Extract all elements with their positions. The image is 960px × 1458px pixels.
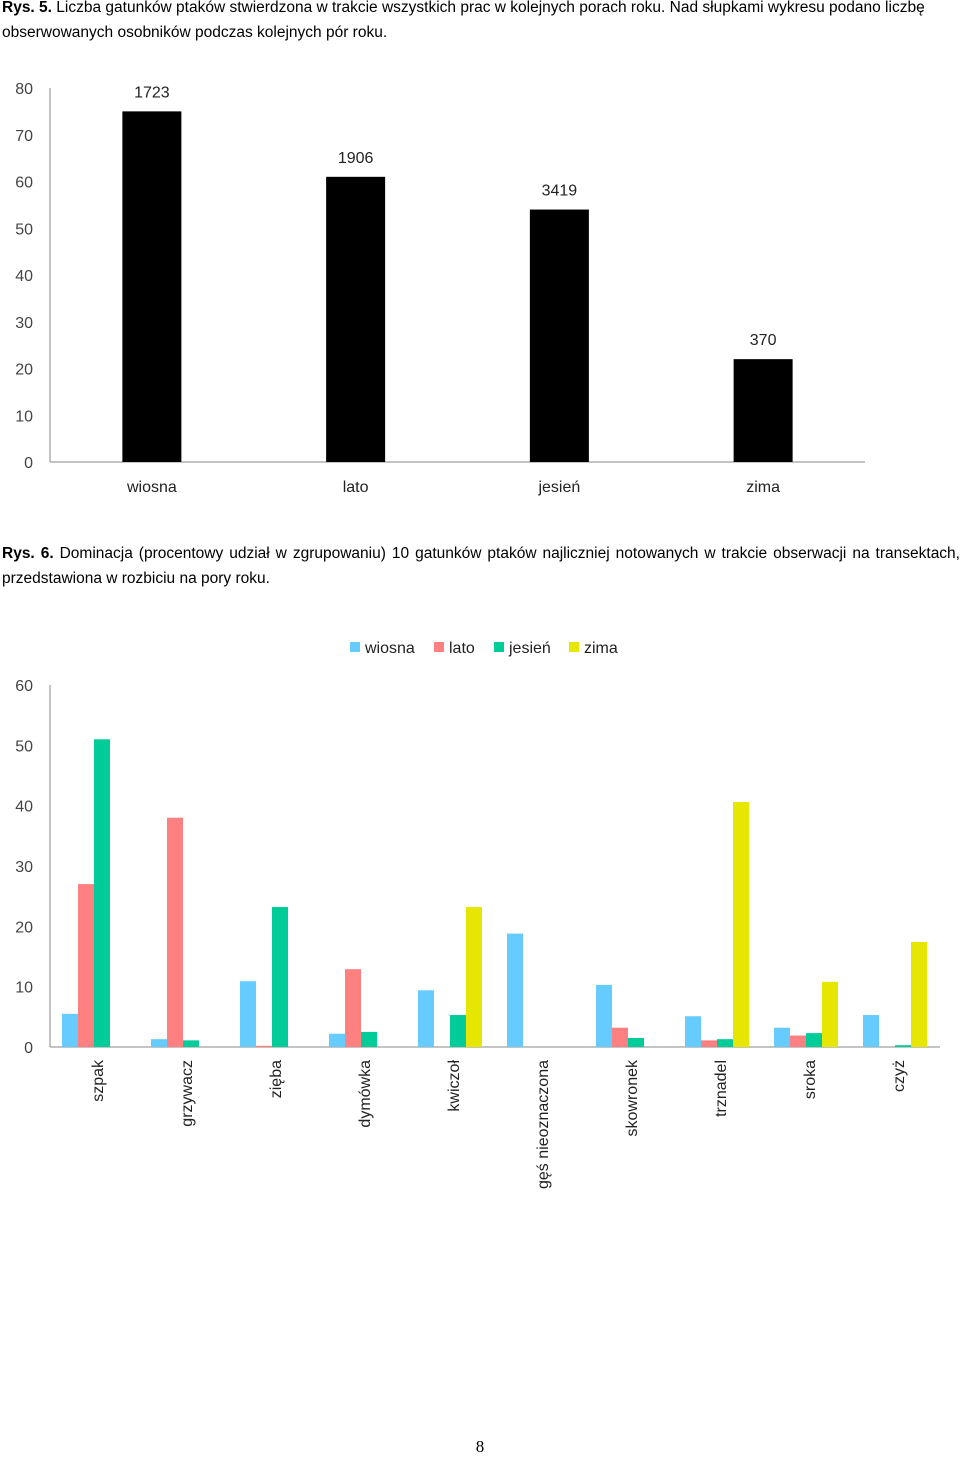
bar-wiosna: [507, 933, 523, 1047]
bar-jesień: [895, 1045, 911, 1047]
bar-wiosna: [418, 990, 434, 1047]
bar-jesień: [450, 1015, 466, 1047]
bar-lato: [345, 969, 361, 1047]
y-tick-label: 50: [15, 221, 33, 238]
figure-6-label: Rys. 6.: [2, 545, 54, 562]
category-label: kwiczoł: [446, 1060, 463, 1112]
figure-5-caption: Rys. 5. Liczba gatunków ptaków stwierdzo…: [2, 0, 957, 45]
legend-swatch-zima: [569, 642, 579, 652]
bar-lato: [256, 1045, 272, 1047]
y-tick-label: 30: [15, 315, 33, 332]
legend-label: wiosna: [364, 640, 415, 657]
y-tick-label: 10: [15, 980, 33, 997]
bar-lato: [167, 817, 183, 1047]
y-tick-label: 60: [15, 678, 33, 695]
data-label: 1723: [134, 84, 170, 101]
bar-jesień: [272, 907, 288, 1047]
legend-label: lato: [449, 640, 475, 657]
legend-swatch-wiosna: [350, 642, 360, 652]
category-label: trznadel: [713, 1060, 730, 1117]
y-tick-label: 0: [24, 455, 33, 472]
y-tick-label: 60: [15, 175, 33, 192]
bar-jesień: [361, 1031, 377, 1047]
legend-label: jesień: [508, 640, 551, 657]
category-label: dymówka: [357, 1060, 374, 1128]
figure-5-label: Rys. 5.: [2, 0, 52, 16]
data-label: 3419: [542, 183, 578, 200]
bar-lato: [790, 1035, 806, 1047]
y-tick-label: 40: [15, 268, 33, 285]
bar-lato: [326, 176, 386, 462]
category-label: czyż: [891, 1060, 908, 1092]
y-tick-label: 80: [15, 81, 33, 98]
category-label: gęś nieoznaczona: [535, 1060, 552, 1189]
bar-wiosna: [329, 1033, 345, 1047]
category-label: zięba: [268, 1060, 285, 1098]
category-label: lato: [343, 479, 369, 496]
bar-jesień: [529, 209, 589, 462]
data-label: 370: [750, 332, 777, 349]
bar-zima: [466, 907, 482, 1047]
bar-zima: [733, 802, 749, 1047]
y-tick-label: 50: [15, 738, 33, 755]
bar-zima: [822, 981, 838, 1047]
legend-swatch-jesień: [494, 642, 504, 652]
bar-lato: [612, 1027, 628, 1047]
y-tick-label: 20: [15, 919, 33, 936]
bar-lato: [701, 1040, 717, 1047]
bar-jesień: [628, 1037, 644, 1047]
category-label: skowronek: [624, 1059, 641, 1136]
y-tick-label: 20: [15, 362, 33, 379]
data-label: 1906: [338, 150, 374, 167]
bar-wiosna: [62, 1013, 78, 1047]
category-label: zima: [746, 479, 780, 496]
y-tick-label: 0: [24, 1040, 33, 1057]
bar-zima: [911, 942, 927, 1047]
bar-wiosna: [122, 111, 182, 462]
y-tick-label: 40: [15, 799, 33, 816]
bar-jesień: [717, 1039, 733, 1047]
bar-jesień: [806, 1033, 822, 1047]
category-label: wiosna: [126, 479, 177, 496]
bar-zima: [733, 359, 793, 462]
species-count-chart: 0 10 20 30 40 50 60 70 80 1723 wiosna 1906 lato 3419 j…: [15, 81, 865, 496]
figure-5-text: Liczba gatunków ptaków stwierdzona w tra…: [2, 0, 925, 41]
category-label: jesień: [537, 479, 580, 496]
legend-label: zima: [584, 640, 618, 657]
bar-lato: [78, 884, 94, 1047]
bar-wiosna: [151, 1039, 167, 1047]
bar-wiosna: [685, 1016, 701, 1047]
figure-6-caption: Rys. 6. Dominacja (procentowy udział w z…: [2, 541, 960, 591]
category-label: szpak: [90, 1059, 107, 1102]
bar-wiosna: [863, 1015, 879, 1047]
page-number: 8: [475, 1437, 485, 1456]
bar-jesień: [94, 739, 110, 1047]
y-tick-label: 30: [15, 859, 33, 876]
bar-wiosna: [596, 984, 612, 1047]
legend-swatch-lato: [434, 642, 444, 652]
category-label: grzywacz: [179, 1060, 196, 1127]
bar-wiosna: [240, 981, 256, 1047]
y-tick-label: 10: [15, 408, 33, 425]
bar-jesień: [183, 1040, 199, 1047]
y-tick-label: 70: [15, 128, 33, 145]
figure-6-text: Dominacja (procentowy udział w zgrupowan…: [2, 545, 960, 587]
bar-wiosna: [774, 1027, 790, 1047]
category-label: sroka: [802, 1060, 819, 1099]
